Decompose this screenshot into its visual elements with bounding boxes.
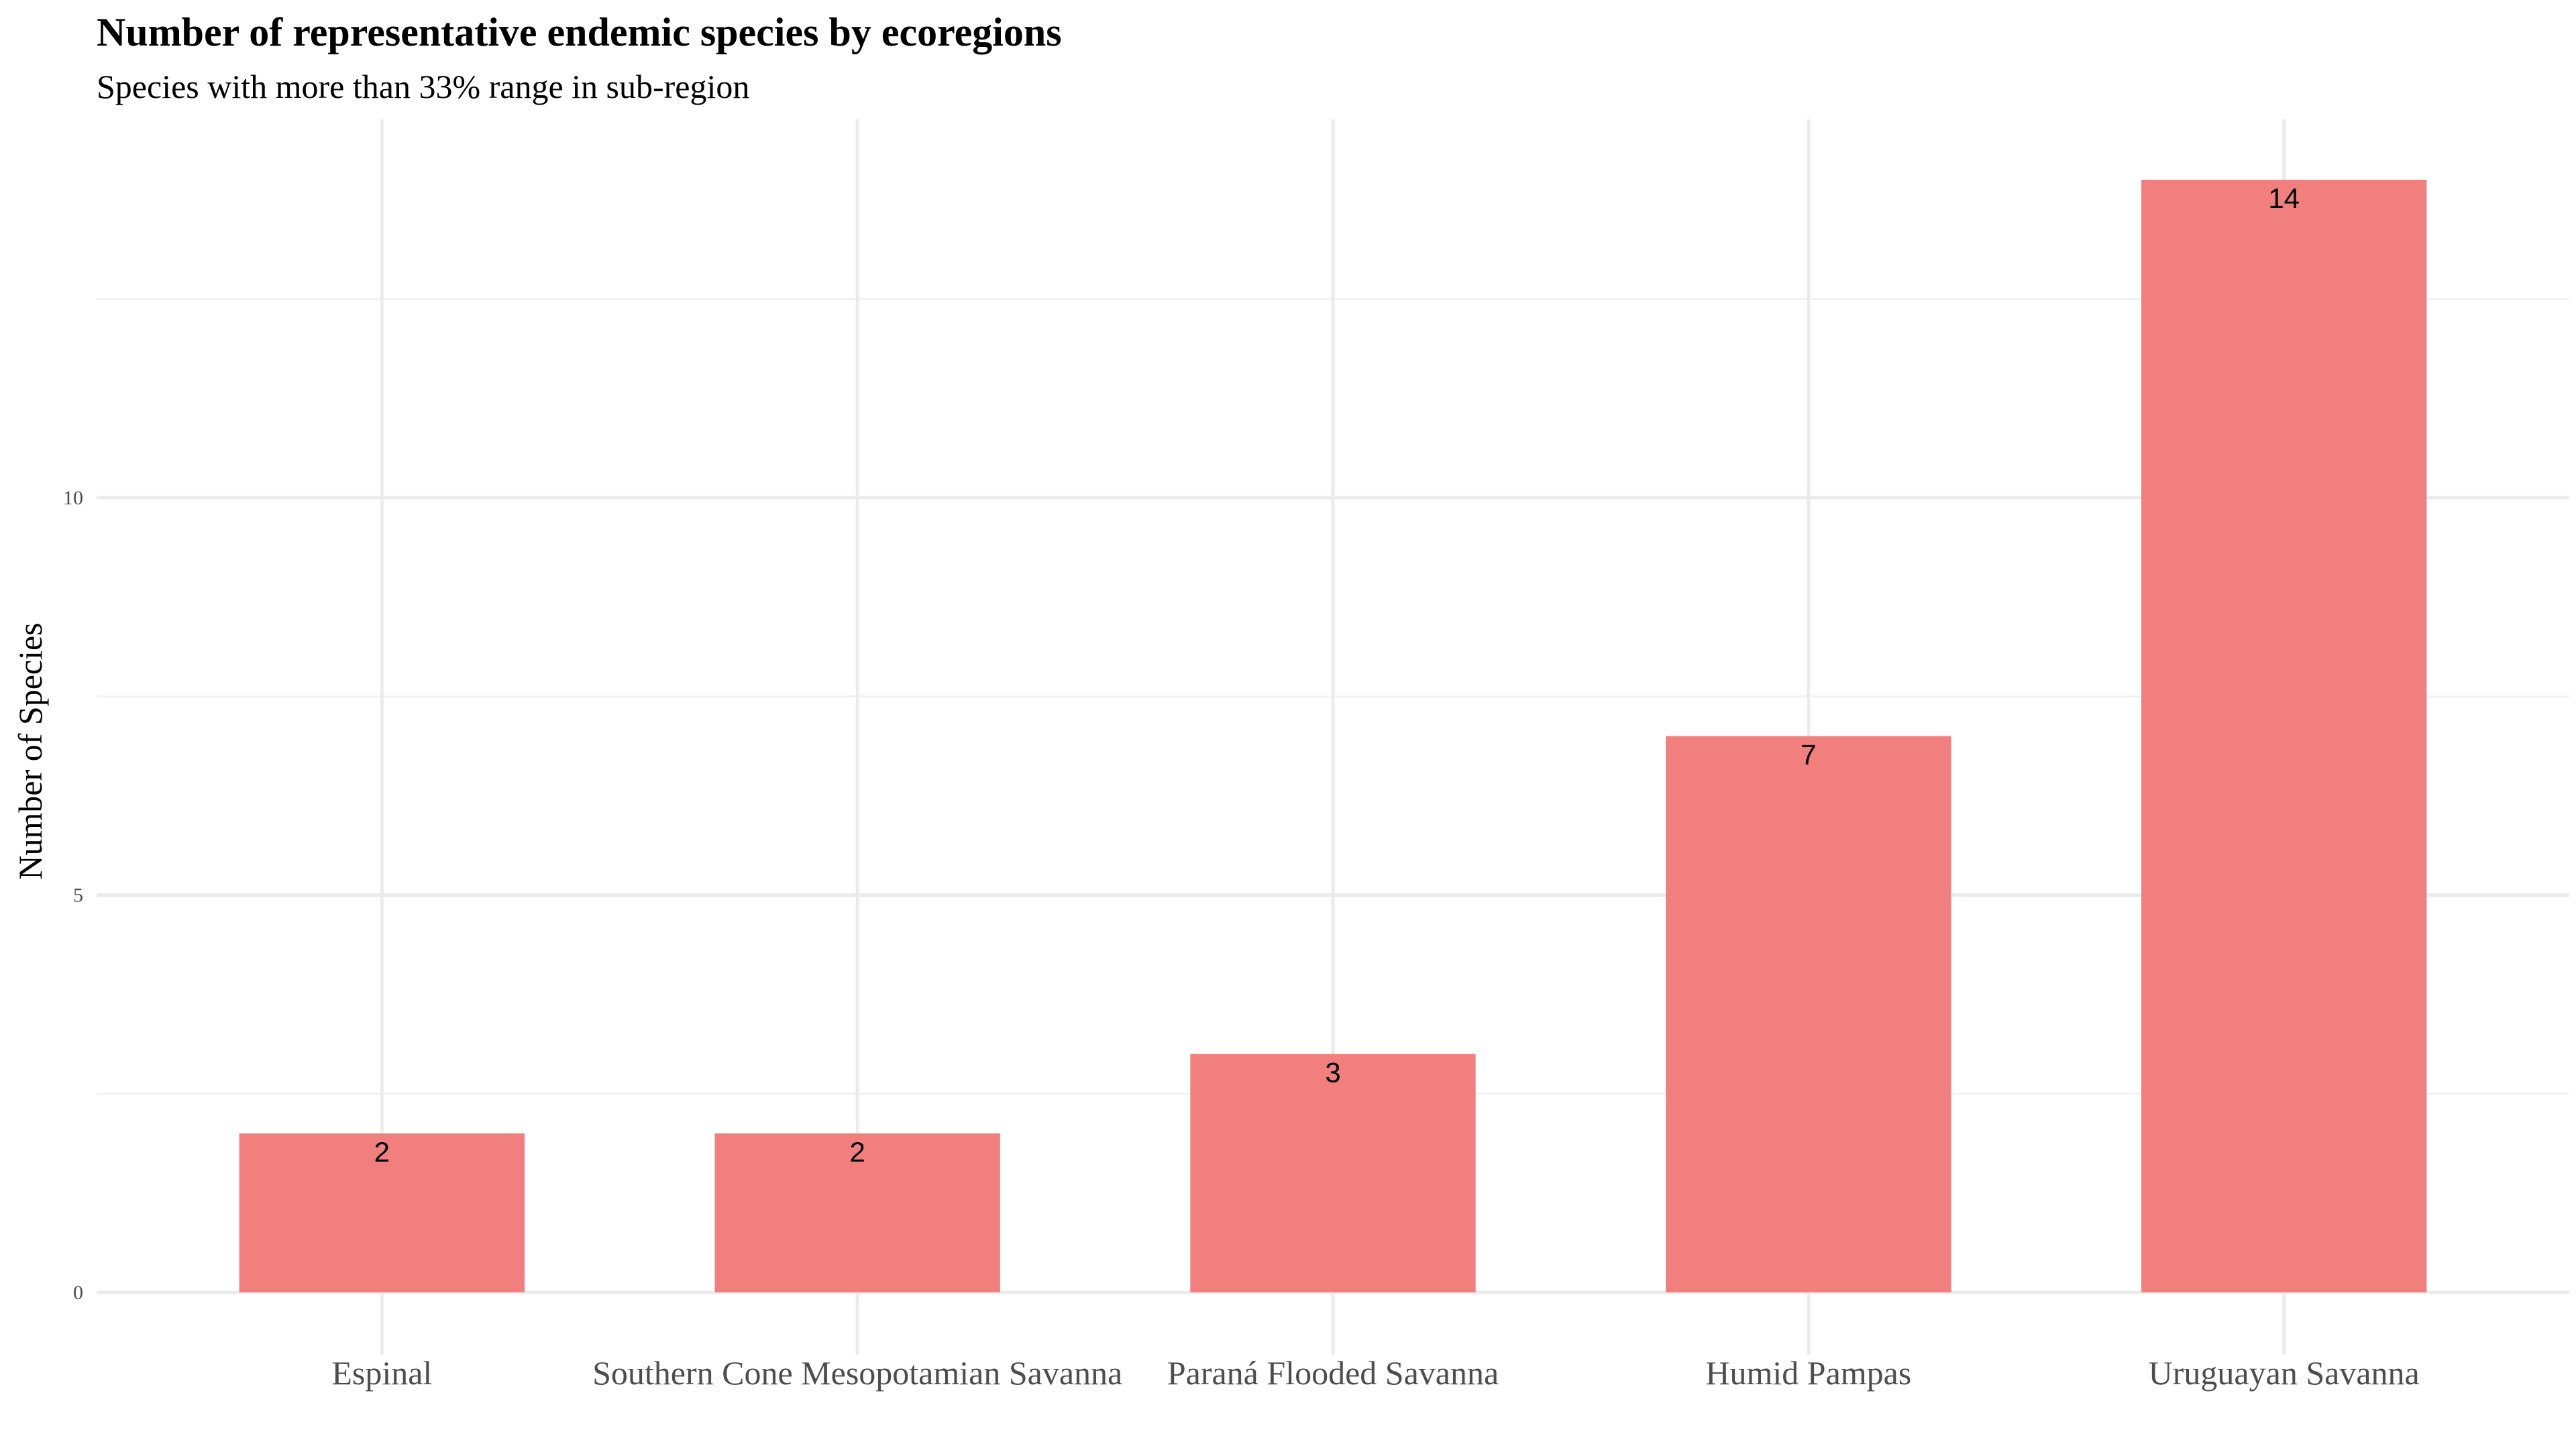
bar xyxy=(1666,736,1951,1292)
chart-title: Number of representative endemic species… xyxy=(97,10,1062,54)
x-tick-label: Southern Cone Mesopotamian Savanna xyxy=(592,1354,1122,1392)
x-axis-ticks: Espinal Southern Cone Mesopotamian Savann… xyxy=(331,1354,2419,1392)
x-tick-label: Espinal xyxy=(331,1354,432,1392)
chart-subtitle: Species with more than 33% range in sub-… xyxy=(97,68,749,105)
y-tick-label: 5 xyxy=(73,885,83,907)
y-tick-label: 10 xyxy=(63,487,83,509)
data-label: 14 xyxy=(2268,182,2300,214)
x-tick-label: Humid Pampas xyxy=(1705,1354,1911,1392)
y-tick-label: 0 xyxy=(73,1282,83,1304)
bar xyxy=(239,1133,525,1292)
data-label: 2 xyxy=(374,1136,390,1168)
data-labels: 2 2 3 7 14 xyxy=(374,182,2300,1168)
y-axis-ticks: 0 5 10 xyxy=(63,487,83,1304)
x-tick-label: Paraná Flooded Savanna xyxy=(1167,1354,1499,1392)
bars xyxy=(239,180,2427,1292)
data-label: 2 xyxy=(849,1136,865,1168)
bar xyxy=(1190,1054,1476,1292)
x-tick-label: Uruguayan Savanna xyxy=(2149,1354,2420,1392)
bar xyxy=(2141,180,2427,1292)
data-label: 7 xyxy=(1801,739,1816,771)
y-axis-label: Number of Species xyxy=(11,622,49,879)
bar xyxy=(714,1133,1000,1292)
data-label: 3 xyxy=(1325,1057,1340,1088)
